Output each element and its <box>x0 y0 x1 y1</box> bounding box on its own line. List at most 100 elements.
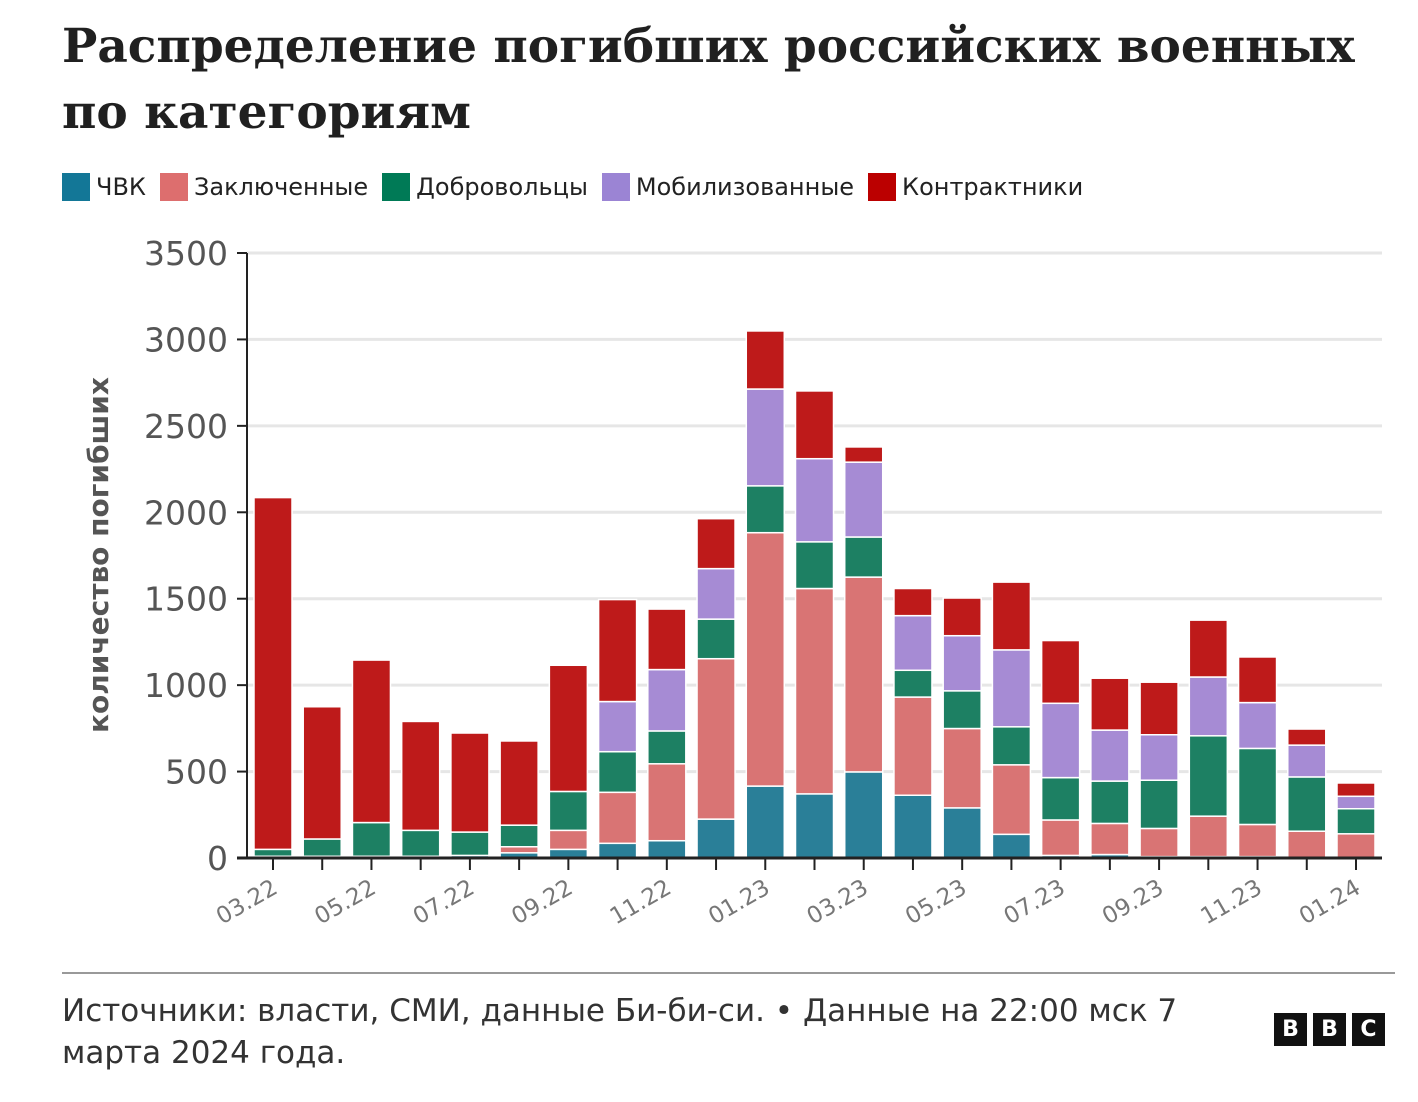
x-tick-label: 01.23 <box>704 875 774 930</box>
bar-segment <box>1188 676 1229 737</box>
y-tick-label: 1500 <box>144 580 228 619</box>
bars <box>253 330 1376 859</box>
bar-segment <box>745 785 786 859</box>
bar-segment <box>597 842 638 859</box>
bar-segment <box>991 726 1032 766</box>
bar-segment <box>696 567 736 620</box>
source-note: Источники: власти, СМИ, данные Би-би-си.… <box>62 993 1178 1071</box>
bar-segment <box>647 668 687 732</box>
legend-swatch <box>601 173 630 201</box>
bar-segment <box>942 634 982 692</box>
bar-segment <box>1040 819 1081 857</box>
bar-segment <box>745 485 786 534</box>
bar-segment <box>1139 734 1179 781</box>
bar-segment <box>1139 827 1179 858</box>
bar-segment <box>499 824 539 848</box>
bar-segment <box>647 608 687 671</box>
bar-segment <box>696 657 736 820</box>
bar-segment <box>351 659 392 824</box>
bar-segment <box>1040 702 1081 779</box>
legend-swatch <box>62 173 90 201</box>
chart-title: Распределение погибших российских военны… <box>62 19 1355 140</box>
bar-segment <box>991 581 1032 651</box>
bar-segment <box>942 690 982 730</box>
y-tick-label: 0 <box>207 839 228 878</box>
bar-segment <box>548 829 589 851</box>
bar-segment <box>1090 780 1130 825</box>
x-tick-label: 07.22 <box>409 875 479 930</box>
bar-segment <box>1188 815 1229 858</box>
bar-segment <box>745 330 786 390</box>
bar-segment <box>548 664 589 793</box>
bar-segment <box>400 829 441 858</box>
bar-segment <box>1139 681 1179 736</box>
bar-segment <box>942 597 982 637</box>
bar-segment <box>1139 779 1179 830</box>
legend-swatch <box>382 173 411 201</box>
legend-label: Заключенные <box>193 173 369 201</box>
bar-segment <box>991 649 1032 728</box>
stacked-bar-chart: 0 500 1000 1500 2000 2500 3000 3500 03.22 05.22 07… <box>82 234 1382 930</box>
bar-segment <box>597 700 638 753</box>
bar-segment <box>597 750 638 794</box>
bar-segment <box>893 587 933 617</box>
bar-segment <box>843 771 884 859</box>
bar-segment <box>1040 776 1081 821</box>
legend-item-prisoners: Заключенные <box>159 173 369 201</box>
y-axis-label: количество погибших <box>82 377 115 733</box>
legend-item-volunteers: Добровольцы <box>382 173 588 201</box>
bar-segment <box>253 848 293 858</box>
bar-segment <box>794 793 835 859</box>
x-tick-label: 11.23 <box>1197 875 1267 930</box>
bar-segment <box>843 461 884 538</box>
bar-segment <box>745 388 786 487</box>
bar-segment <box>893 614 933 672</box>
legend-item-contract: Контрактники <box>868 173 1083 201</box>
bar-segment <box>942 807 982 859</box>
bar-segment <box>794 457 835 543</box>
bar-segment <box>450 732 490 833</box>
bar-segment <box>696 618 736 660</box>
bar-segment <box>745 531 786 787</box>
legend-label: Мобилизованные <box>635 173 855 201</box>
bar-segment <box>1336 795 1376 810</box>
bar-segment <box>302 706 342 840</box>
bar-segment <box>1090 729 1130 782</box>
x-tick-label: 03.22 <box>212 875 282 930</box>
bar-segment <box>548 790 589 832</box>
legend-swatch <box>868 173 897 201</box>
legend-item-pmc: ЧВК <box>62 173 146 201</box>
legend-label: ЧВК <box>96 173 146 201</box>
bar-segment <box>351 821 392 858</box>
legend-label: Контрактники <box>902 173 1084 201</box>
x-tick-label: 05.22 <box>310 875 380 930</box>
bar-segment <box>696 818 736 859</box>
x-tick-label: 09.23 <box>1098 875 1168 930</box>
bar-segment <box>942 727 982 809</box>
bar-segment <box>1237 823 1278 858</box>
bar-segment <box>843 536 884 578</box>
legend-label: Добровольцы <box>416 173 588 201</box>
bar-segment <box>499 740 539 826</box>
bar-segment <box>1188 735 1229 817</box>
bar-segment <box>597 598 638 703</box>
x-tick-label: 07.23 <box>1000 875 1070 930</box>
y-tick-label: 2000 <box>144 493 228 532</box>
bar-segment <box>893 669 933 698</box>
x-tick-label: 03.23 <box>803 875 873 930</box>
bar-segment <box>1188 619 1229 678</box>
bar-segment <box>1090 677 1130 731</box>
bar-segment <box>794 587 835 795</box>
bar-segment <box>1287 744 1327 778</box>
legend-item-mobilized: Мобилизованные <box>601 173 855 201</box>
x-tick-label: 09.22 <box>507 875 577 930</box>
bar-segment <box>893 794 933 859</box>
x-tick-label: 05.23 <box>901 875 971 930</box>
legend-swatch <box>159 173 188 201</box>
legend: ЧВК Заключенные Добровольцы Мобилизованн… <box>62 173 1083 201</box>
bar-segment <box>991 764 1032 836</box>
bar-segment <box>1237 656 1278 704</box>
bar-segment <box>253 496 293 851</box>
footer-divider <box>62 972 1395 974</box>
